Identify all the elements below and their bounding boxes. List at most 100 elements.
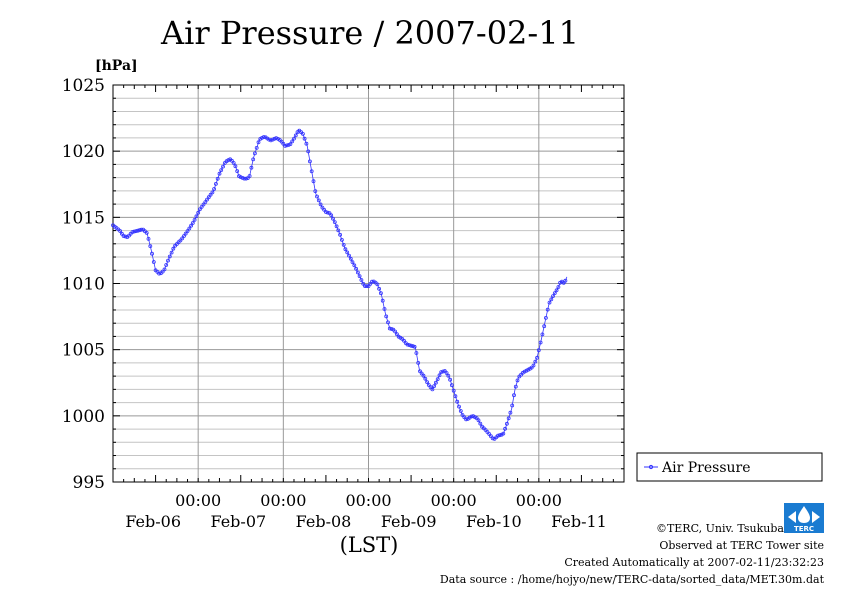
data-point	[118, 229, 122, 233]
data-point	[240, 175, 245, 180]
data-point	[375, 282, 380, 287]
data-point	[501, 431, 506, 436]
data-point	[430, 387, 435, 392]
data-point	[544, 315, 548, 320]
data-point	[462, 415, 467, 420]
data-point	[496, 433, 500, 438]
data-point	[384, 314, 389, 319]
y-tick-labels: 995 1000 1005 1010 1015 1020 1025	[62, 76, 105, 493]
data-point	[547, 300, 552, 305]
y-tick-label: 995	[73, 473, 105, 493]
data-point	[446, 373, 451, 378]
data-point	[171, 246, 176, 251]
series-line	[112, 129, 568, 441]
x-tick-time-label: 00:00	[431, 491, 477, 510]
data-point	[251, 157, 256, 162]
data-point	[336, 228, 341, 233]
data-point	[187, 226, 192, 231]
data-point	[148, 244, 153, 249]
x-tick-time-label: 00:00	[345, 491, 391, 510]
data-point	[352, 263, 357, 268]
data-point	[457, 404, 461, 409]
data-point	[563, 278, 568, 283]
data-point	[162, 267, 167, 272]
data-point	[254, 145, 259, 150]
data-point	[146, 236, 151, 241]
data-point	[329, 213, 334, 218]
data-point	[229, 158, 234, 163]
data-point	[235, 169, 240, 174]
data-point	[217, 171, 222, 176]
data-point	[123, 234, 128, 239]
data-point	[474, 416, 479, 421]
x-tick-date-label: Feb-10	[466, 512, 522, 531]
data-point	[270, 137, 275, 142]
data-point	[370, 279, 374, 284]
footer-created: Created Automatically at 2007-02-11/23:3…	[564, 556, 824, 569]
data-point	[137, 228, 142, 233]
data-point	[167, 254, 172, 259]
data-point	[343, 247, 348, 252]
data-point	[451, 388, 456, 393]
data-point	[238, 175, 243, 180]
data-point	[448, 377, 453, 382]
data-point	[300, 131, 305, 136]
data-point	[377, 286, 382, 291]
data-point	[364, 284, 369, 289]
data-point	[545, 307, 550, 312]
data-point	[556, 285, 561, 289]
data-point	[536, 348, 541, 353]
data-point	[478, 421, 483, 426]
data-point	[350, 260, 355, 265]
data-point	[464, 417, 469, 422]
data-point	[393, 329, 398, 334]
data-point	[208, 192, 213, 197]
logo-text: TERC	[794, 525, 814, 533]
data-point	[249, 165, 254, 170]
data-point	[331, 216, 335, 221]
data-point	[180, 236, 185, 241]
data-point	[201, 202, 206, 207]
data-point	[315, 194, 319, 199]
data-point	[166, 258, 170, 263]
data-point	[261, 135, 266, 139]
data-point	[334, 224, 339, 229]
data-point	[402, 338, 406, 343]
y-tick-label: 1020	[62, 142, 105, 162]
data-point	[437, 373, 442, 378]
data-point	[307, 159, 312, 164]
data-point	[361, 281, 366, 286]
data-point	[540, 332, 545, 337]
y-tick-label: 1015	[62, 208, 105, 228]
data-point	[363, 284, 367, 289]
data-point	[247, 174, 252, 178]
data-point	[345, 250, 350, 255]
data-point	[531, 363, 536, 368]
chart-title: Air Pressure / 2007-02-11	[161, 14, 579, 52]
legend-label: Air Pressure	[661, 460, 751, 476]
data-point	[359, 278, 364, 282]
data-point	[130, 230, 135, 234]
data-point	[504, 421, 509, 426]
data-point	[455, 399, 460, 404]
x-tick-labels: 00:00 Feb-06 00:00 Feb-07 00:00 Feb-08 00:00 Fe…	[125, 491, 607, 531]
data-point	[439, 370, 444, 375]
data-point	[513, 384, 518, 389]
data-point	[233, 164, 238, 169]
data-point	[323, 210, 328, 214]
data-point	[453, 394, 458, 399]
data-point	[497, 433, 502, 438]
data-point	[304, 141, 309, 146]
axis-ticks	[112, 84, 625, 483]
data-point	[205, 197, 209, 202]
data-point	[503, 426, 508, 431]
x-axis-label: (LST)	[340, 533, 399, 557]
data-point	[432, 384, 437, 389]
data-point	[274, 136, 279, 141]
data-point	[302, 136, 307, 141]
data-point	[132, 229, 137, 234]
data-point	[338, 232, 343, 237]
data-point	[316, 198, 321, 203]
x-tick-time-label: 00:00	[516, 491, 562, 510]
data-point	[268, 138, 273, 143]
